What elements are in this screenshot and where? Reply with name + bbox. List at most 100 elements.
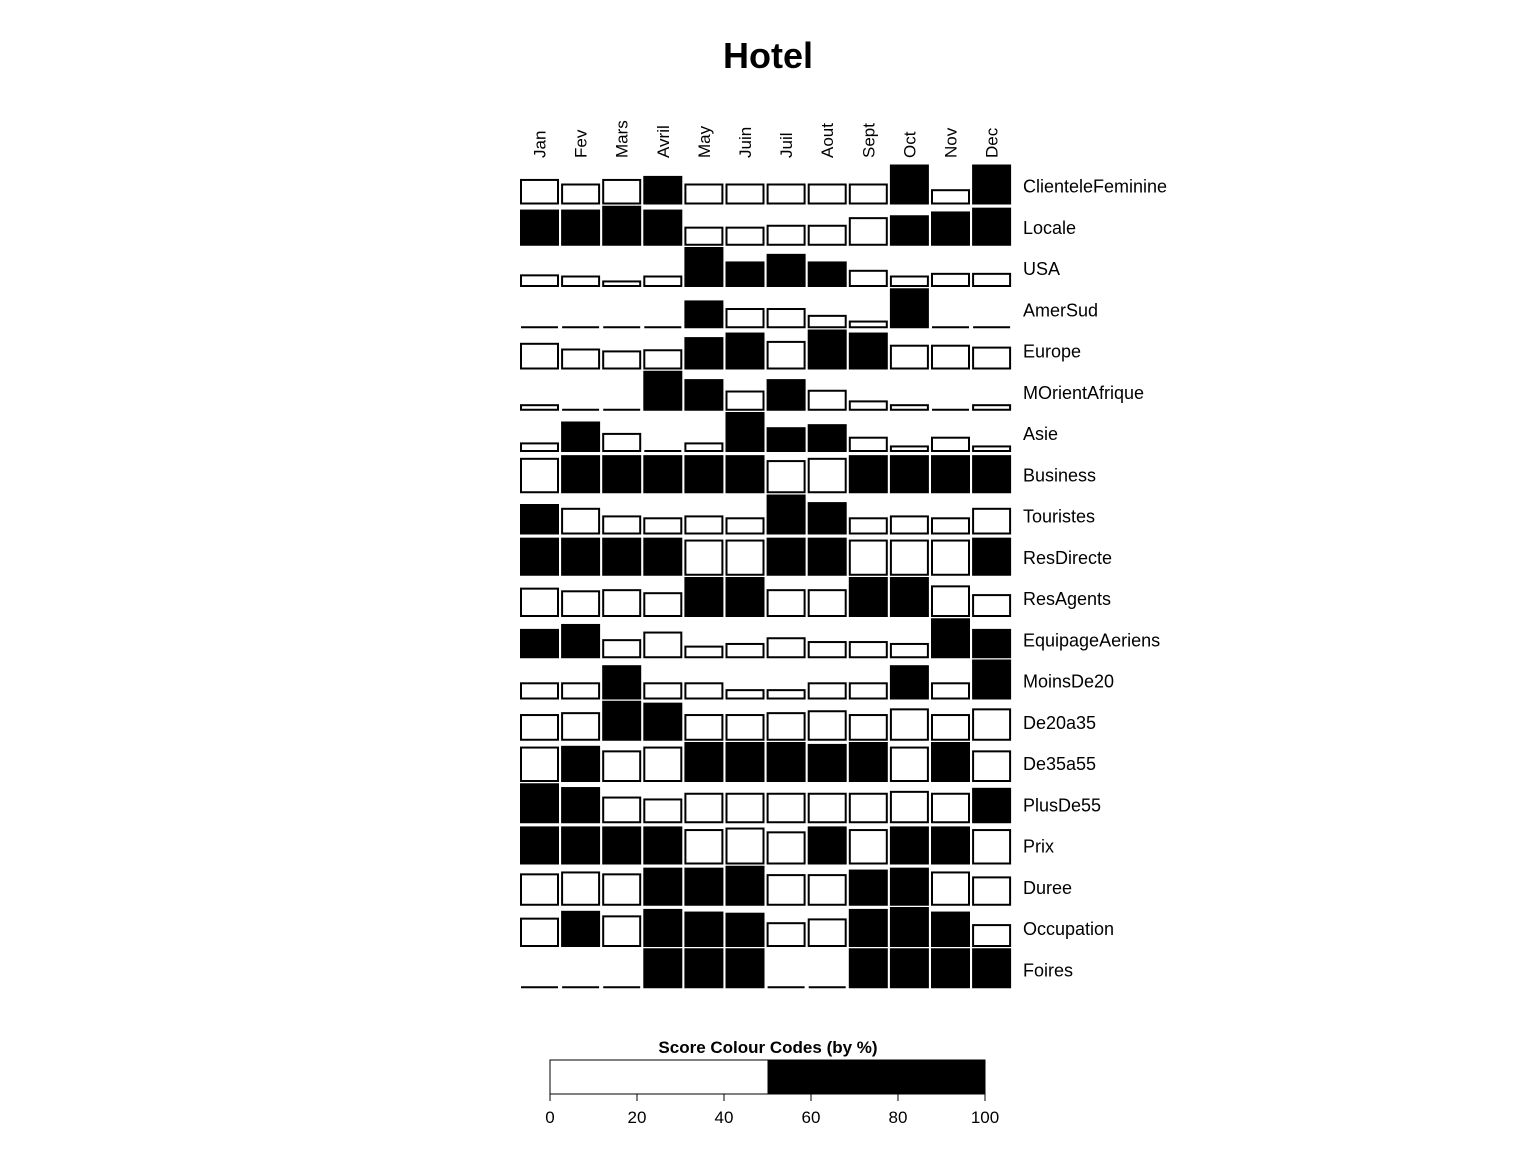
matrix-cell	[807, 918, 847, 948]
matrix-cell	[684, 742, 724, 782]
matrix-cell	[602, 873, 642, 906]
matrix-cell	[725, 642, 765, 659]
matrix-cell	[848, 269, 888, 287]
matrix-cell	[972, 445, 1012, 453]
matrix-cell	[602, 639, 642, 659]
matrix-cell	[766, 308, 806, 329]
matrix-cell	[889, 790, 929, 824]
matrix-cell	[931, 911, 970, 947]
matrix-cell	[643, 537, 683, 576]
matrix-cell	[643, 908, 683, 948]
matrix-cell	[561, 682, 601, 700]
matrix-cell	[807, 792, 847, 824]
matrix-cell	[889, 515, 929, 535]
matrix-cell	[766, 537, 806, 576]
matrix-cell	[520, 826, 559, 865]
matrix-cell	[643, 702, 683, 741]
matrix-cell	[848, 577, 888, 617]
matrix-cell	[807, 682, 847, 700]
matrix-cell	[684, 948, 724, 989]
row-label: Occupation	[1023, 919, 1114, 939]
row-label: Foires	[1023, 960, 1073, 980]
matrix-cell	[889, 867, 929, 906]
column-label: Oct	[900, 131, 919, 158]
matrix-cell	[889, 577, 929, 617]
matrix-cell	[807, 224, 847, 246]
matrix-cell	[602, 178, 642, 205]
matrix-cell	[520, 504, 559, 535]
row-label: ResDirecte	[1023, 548, 1112, 568]
matrix-cell	[602, 515, 642, 535]
matrix-cell	[725, 308, 765, 329]
matrix-cell	[684, 714, 724, 741]
matrix-cell	[766, 831, 806, 865]
row-label: Locale	[1023, 218, 1076, 238]
column-label: Sept	[859, 123, 878, 158]
matrix-cell	[725, 689, 765, 700]
matrix-cell	[561, 745, 601, 782]
matrix-cell	[889, 455, 929, 494]
matrix-cell	[931, 792, 970, 824]
matrix-cell	[643, 798, 683, 824]
matrix-cell	[889, 746, 929, 782]
matrix-cell	[725, 577, 765, 617]
column-labels: Jan Fev Mars Avril May Juin Juil Aout Sept Oct Nov…	[531, 120, 1002, 158]
matrix-cell	[889, 826, 929, 865]
matrix-cell	[766, 494, 806, 535]
matrix-cell	[561, 537, 601, 576]
matrix-cell	[807, 710, 847, 741]
matrix-cell	[848, 517, 888, 535]
matrix-cell	[807, 314, 847, 329]
matrix-cell	[643, 948, 683, 989]
matrix-cell	[602, 432, 642, 452]
matrix-cell	[643, 455, 683, 494]
matrix-cell	[807, 329, 847, 370]
matrix-cell	[972, 829, 1012, 865]
matrix-cell	[766, 183, 806, 205]
matrix-cell	[848, 948, 888, 989]
matrix-cell	[643, 517, 683, 535]
matrix-cell	[602, 455, 642, 494]
matrix-cell	[520, 404, 559, 411]
legend-bar	[549, 1059, 986, 1095]
column-label: Dec	[983, 127, 1002, 158]
matrix-cell	[725, 517, 765, 535]
matrix-cell	[807, 183, 847, 205]
matrix-cell	[561, 275, 601, 287]
matrix-cell	[643, 175, 683, 205]
matrix-cell	[848, 742, 888, 782]
matrix-cell	[602, 280, 642, 288]
matrix-cell	[561, 871, 601, 906]
matrix-cell	[643, 631, 683, 659]
matrix-cell	[520, 209, 559, 246]
matrix-cell	[889, 288, 929, 329]
matrix-cell	[807, 537, 847, 576]
matrix-cell	[766, 427, 806, 453]
matrix-cell	[889, 404, 929, 411]
matrix-cell	[931, 826, 970, 865]
matrix-cell	[848, 332, 888, 370]
matrix-cell	[807, 502, 847, 535]
matrix-cell	[766, 874, 806, 906]
legend-tick-label: 0	[545, 1108, 554, 1127]
column-label: Mars	[613, 120, 632, 158]
matrix-cell	[643, 349, 683, 370]
matrix-cell	[561, 590, 601, 617]
row-label: De20a35	[1023, 713, 1096, 733]
matrix-cell	[807, 874, 847, 906]
matrix-cell	[520, 917, 559, 948]
matrix-cell	[561, 209, 601, 246]
matrix-cell	[807, 589, 847, 617]
matrix-cell	[561, 348, 601, 370]
matrix-cell	[725, 412, 765, 452]
matrix-cell	[561, 183, 601, 205]
matrix-cell	[725, 792, 765, 824]
matrix-cell	[725, 539, 765, 576]
matrix-cell	[848, 539, 888, 576]
row-label: Asie	[1023, 424, 1058, 444]
matrix-cell	[848, 908, 888, 948]
matrix-cell	[972, 346, 1012, 370]
matrix-cell	[684, 183, 724, 205]
matrix-cell	[807, 457, 847, 494]
